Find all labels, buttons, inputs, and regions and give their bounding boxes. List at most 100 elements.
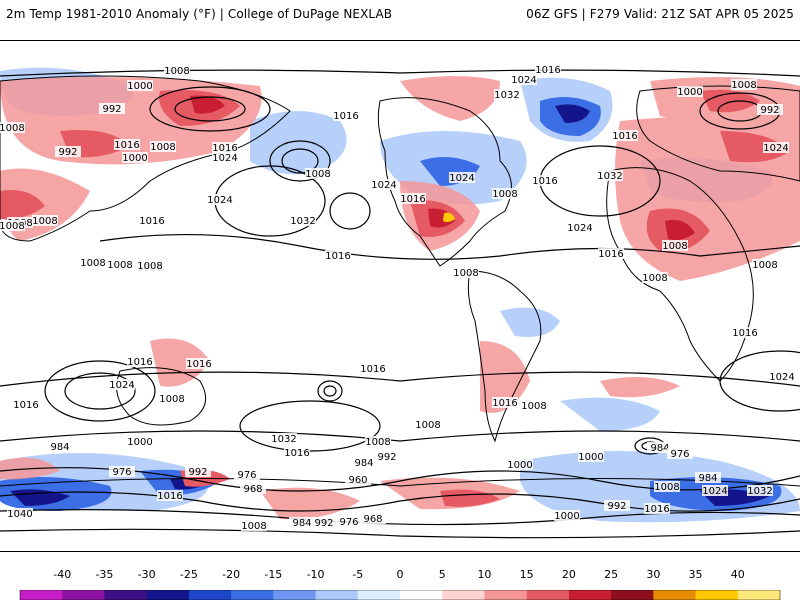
isobar-label-background — [271, 433, 297, 444]
colorbar-segment — [526, 590, 570, 600]
isobar-label: 1016 — [325, 251, 350, 262]
isobar-label: 1024 — [763, 143, 788, 154]
isobar-label-background — [578, 451, 604, 462]
isobar-label: 1008 — [150, 142, 175, 153]
isobar-label: 1008 — [662, 241, 687, 252]
colorbar-segment — [400, 590, 443, 600]
isobar-label: 984 — [354, 458, 373, 469]
isobar-label: 1008 — [654, 482, 679, 493]
isobar-label: 1016 — [333, 111, 358, 122]
isobar-label-background — [311, 517, 337, 528]
isobar-label: 1000 — [122, 153, 147, 164]
isobar-label-background — [532, 175, 558, 186]
isobar-label: 976 — [339, 517, 358, 528]
colorbar-segment — [146, 590, 190, 600]
isobar-label-background — [604, 500, 630, 511]
isobar-label-background — [507, 459, 533, 470]
isobar-label: 984 — [292, 518, 311, 529]
isobar-label-background — [702, 485, 728, 496]
isobar-label: 1016 — [360, 364, 385, 375]
colorbar-segment — [62, 590, 105, 600]
isobar-label-background — [114, 139, 140, 150]
isobar-label-background — [492, 397, 518, 408]
isobar-label: 1016 — [127, 357, 152, 368]
colorbar-border — [19, 590, 781, 600]
anomaly-map: 1008 1016 1000 1024 992 1032 1016 1008 992 1008 10… — [0, 40, 800, 552]
isobar-label-background — [757, 104, 783, 115]
isobar-label: 1016 — [13, 400, 38, 411]
isobar-label: 1016 — [114, 140, 139, 151]
isobar-label: 1000 — [127, 437, 152, 448]
isobar-label-background — [139, 215, 165, 226]
isobar-label: 1032 — [290, 216, 315, 227]
isobar-label: 976 — [112, 467, 131, 478]
isobar-label: 1024 — [212, 153, 237, 164]
isobar-label: 1008 — [752, 260, 777, 271]
colorbar-tick-label: 30 — [646, 568, 661, 581]
isobar-label: 1016 — [186, 359, 211, 370]
isobar-label: 1016 — [598, 249, 623, 260]
isobar-label-background — [127, 436, 153, 447]
isobar-label: 960 — [348, 475, 367, 486]
isobar-label-background — [290, 215, 316, 226]
colorbar-tick-label: 15 — [519, 568, 534, 581]
isobar-label-background — [415, 419, 441, 430]
isobar-label: 984 — [698, 473, 717, 484]
isobar-label: 1008 — [0, 221, 25, 232]
isobar-label-background — [212, 152, 238, 163]
isobar-label-background — [305, 168, 331, 179]
isobar-label-background — [109, 379, 135, 390]
isobar-label-background — [185, 466, 211, 477]
isobar-label: 1024 — [109, 380, 134, 391]
colorbar-tick-label: -35 — [95, 568, 114, 581]
colorbar-segment — [737, 590, 781, 600]
isobar-label-background — [127, 80, 153, 91]
map-canvas: 1008 101610001024992103210161008992100810… — [0, 64, 800, 539]
isobar-label-background — [186, 358, 212, 369]
isobar-label: 992 — [314, 518, 333, 529]
isobar-label-background — [511, 74, 537, 85]
isobar-label: 1000 — [127, 81, 152, 92]
isobar-label: 1016 — [212, 143, 237, 154]
isobar-label-background — [365, 436, 391, 447]
isobar-label-background — [109, 466, 135, 477]
isobar-label-background — [13, 399, 39, 410]
isobar-label-background — [32, 215, 58, 226]
isobar-label-background — [7, 508, 33, 519]
isobar-label-background — [80, 257, 106, 268]
isobar-label-background — [662, 240, 688, 251]
isobar-label: 1016 — [644, 504, 669, 515]
colorbar-tick-label: -15 — [264, 568, 283, 581]
isobar-label: 1008 — [0, 123, 25, 134]
isobar-label: 1024 — [207, 195, 232, 206]
isobar-label-background — [345, 474, 371, 485]
colorbar-tick-label: -30 — [137, 568, 156, 581]
isobar-label: 1024 — [567, 223, 592, 234]
isobar-label: 1024 — [371, 180, 396, 191]
colorbar-segment — [231, 590, 274, 600]
isobar-label-background — [0, 220, 25, 231]
isobar-label: 968 — [243, 484, 262, 495]
isobar-label-background — [567, 222, 593, 233]
colorbar-tick-label: -40 — [53, 568, 72, 581]
isobar-label-background — [597, 170, 623, 181]
isobar-label-background — [360, 363, 386, 374]
colorbar-segment — [104, 590, 148, 600]
isobar-label-background — [642, 272, 668, 283]
isobar-label-background — [554, 510, 580, 521]
isobar-label: 992 — [188, 467, 207, 478]
colorbar-scale — [19, 590, 781, 600]
isobar-label: 1016 — [284, 448, 309, 459]
isobar-label-background — [99, 103, 125, 114]
isobar-label: 1032 — [747, 486, 772, 497]
isobar-label: 1008 — [241, 521, 266, 532]
isobar-label-background — [47, 441, 73, 452]
isobar-label-background — [731, 79, 757, 90]
colorbar-tick-label: 10 — [477, 568, 492, 581]
header: 2m Temp 1981-2010 Anomaly (°F) | College… — [0, 0, 800, 30]
isobar-label: 992 — [607, 501, 626, 512]
colorbar-tick-label: 25 — [604, 568, 619, 581]
isobar-label-background — [521, 400, 547, 411]
isobar-label: 1040 — [7, 509, 32, 520]
isobar-label-background — [127, 356, 153, 367]
